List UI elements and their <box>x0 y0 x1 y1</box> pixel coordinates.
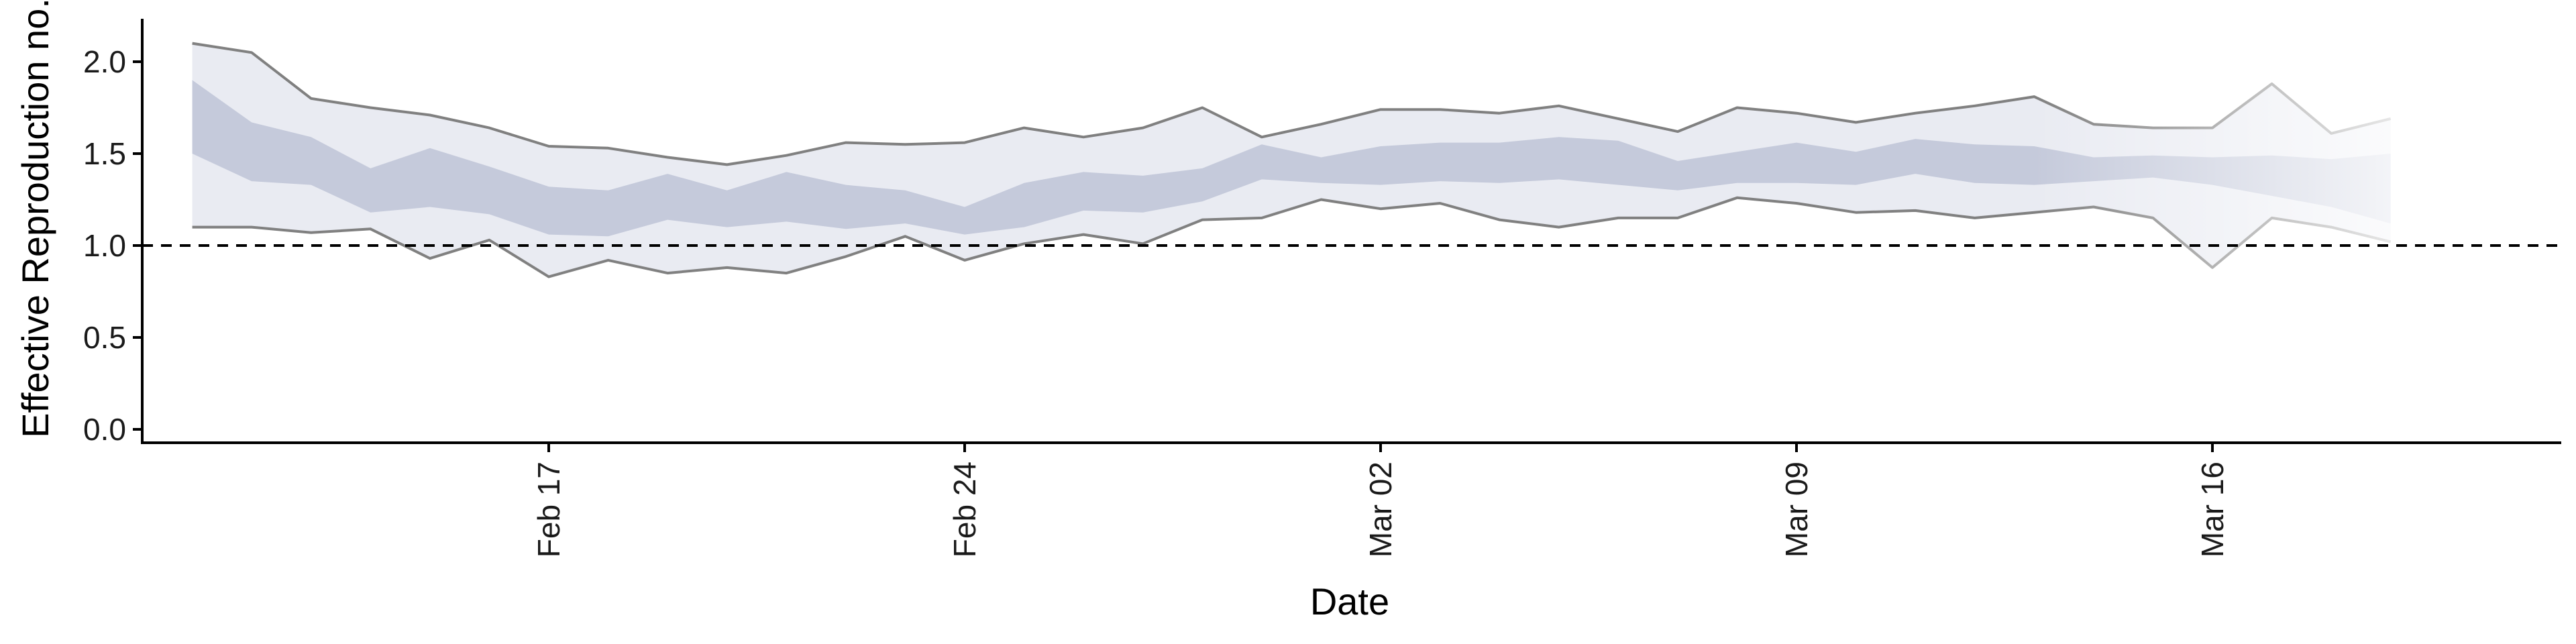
x-tick-label: Mar 02 <box>1363 462 1398 557</box>
y-tick-label: 2.0 <box>83 44 126 79</box>
x-tick-label: Mar 16 <box>2195 462 2230 557</box>
x-axis-title: Date <box>1310 580 1389 623</box>
axes: 0.0 0.5 1.0 1.5 2.0 Feb 17 Feb 24 Mar 02 Mar 09 M… <box>83 19 2561 557</box>
y-tick-label: 1.0 <box>83 228 126 263</box>
outer-upper-line <box>192 42 2392 166</box>
y-tick-label: 1.5 <box>83 136 126 171</box>
x-tick-label: Mar 09 <box>1779 462 1814 557</box>
recent-estimates-fade <box>2034 19 2395 433</box>
y-tick-label: 0.0 <box>83 412 126 447</box>
outer-lower-line <box>192 196 2392 278</box>
y-tick-label: 0.5 <box>83 320 126 355</box>
plot-area <box>142 19 2561 433</box>
inner-credible-band <box>192 80 2391 237</box>
y-axis-title: Effective Reproduction no. <box>14 0 56 438</box>
x-tick-label: Feb 17 <box>531 462 566 557</box>
x-tick-label: Feb 24 <box>947 462 982 557</box>
